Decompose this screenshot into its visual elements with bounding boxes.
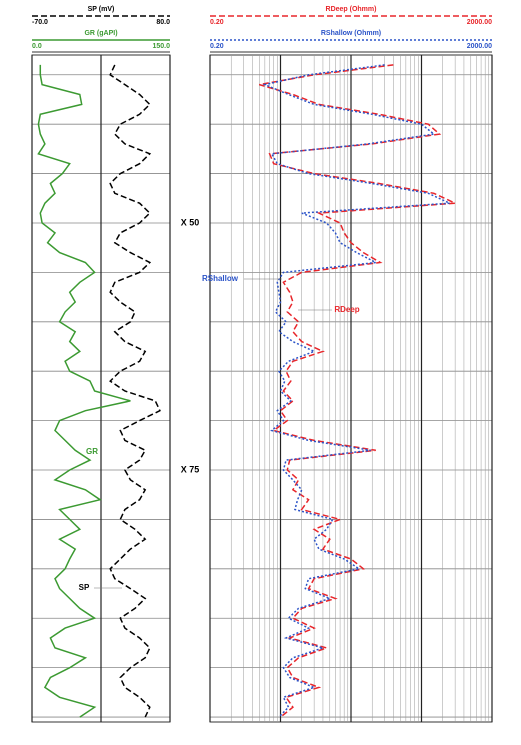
scale-max: 2000.00	[467, 43, 492, 50]
curve-annotation: SP	[79, 583, 90, 592]
log-curve	[109, 64, 161, 718]
log-curve	[262, 64, 450, 718]
curve-annotation: RShallow	[202, 274, 239, 283]
scale-max: 150.0	[152, 43, 170, 50]
scale-max: 80.0	[156, 19, 170, 26]
curve-annotation: RDeep	[334, 305, 359, 314]
curve-name: RDeep (Ohmm)	[326, 6, 377, 13]
curve-name: SP (mV)	[88, 6, 115, 13]
scale-max: 2000.00	[467, 19, 492, 26]
log-curve	[259, 64, 459, 718]
curve-name: GR (gAPI)	[84, 30, 117, 37]
scale-min: 0.20	[210, 43, 224, 50]
log-curve	[37, 64, 131, 718]
scale-min: 0.0	[32, 43, 42, 50]
depth-label: X 75	[181, 464, 200, 474]
scale-min: 0.20	[210, 19, 224, 26]
depth-label: X 50	[181, 217, 200, 227]
curve-name: RShallow (Ohmm)	[321, 30, 381, 37]
scale-min: -70.0	[32, 19, 48, 26]
curve-annotation: GR	[86, 447, 98, 456]
